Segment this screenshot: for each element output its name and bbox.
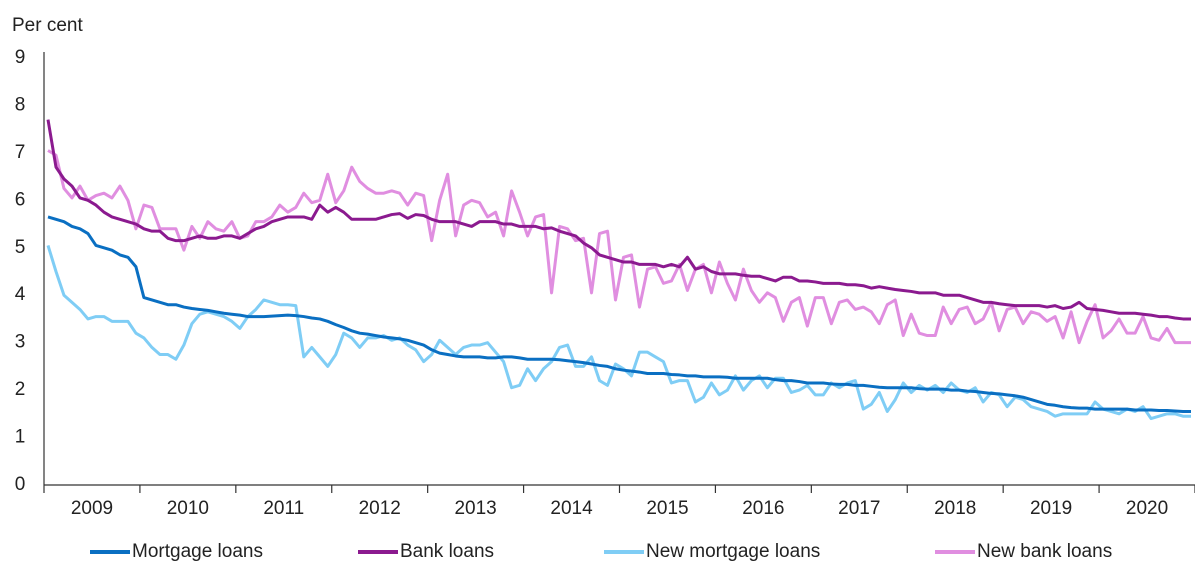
y-tick-label: 3 [15, 332, 26, 353]
x-tick-label: 2013 [454, 498, 496, 519]
y-tick-label: 8 [15, 94, 26, 115]
y-tick-label: 1 [15, 427, 26, 448]
y-tick-label: 2 [15, 379, 26, 400]
x-tick-label: 2011 [263, 498, 304, 519]
x-tick-label: 2020 [1126, 498, 1168, 519]
x-tick-label: 2018 [934, 498, 976, 519]
y-tick-label: 7 [15, 142, 26, 163]
y-axis-label: Per cent [12, 15, 83, 36]
x-tick-label: 2012 [359, 498, 401, 519]
x-tick-label: 2017 [838, 498, 880, 519]
x-tick-label: 2016 [742, 498, 784, 519]
line-series [46, 244, 1191, 421]
legend-label: New bank loans [977, 541, 1112, 562]
line-series [47, 215, 1191, 413]
y-tick-label: 4 [15, 284, 26, 305]
x-tick-label: 2015 [646, 498, 688, 519]
legend-label: Bank loans [400, 541, 494, 562]
y-tick-label: 0 [15, 474, 26, 495]
line-series [47, 149, 1191, 345]
legend-label: New mortgage loans [646, 541, 820, 562]
legend-label: Mortgage loans [132, 541, 263, 562]
x-tick-label: 2019 [1030, 498, 1072, 519]
y-tick-label: 9 [15, 47, 26, 68]
x-tick-label: 2014 [550, 498, 593, 519]
line-series [46, 119, 1191, 321]
x-tick-label: 2010 [167, 498, 209, 519]
x-tick-label: 2009 [71, 498, 113, 519]
y-tick-label: 5 [15, 237, 26, 258]
y-tick-label: 6 [15, 189, 26, 210]
